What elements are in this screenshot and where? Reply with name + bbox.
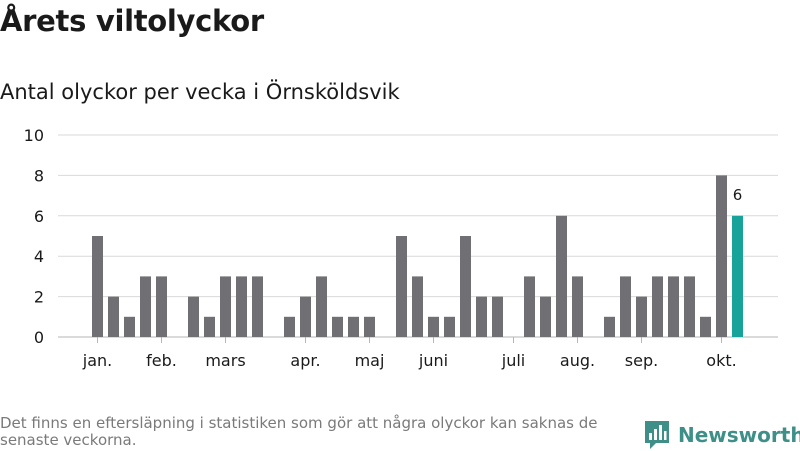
chart-title: Årets viltolyckor	[0, 4, 264, 38]
y-tick-label: 2	[34, 288, 44, 307]
y-tick-label: 4	[34, 247, 44, 266]
bar	[284, 316, 295, 337]
x-tick-label: mars	[205, 351, 245, 370]
bar	[732, 215, 743, 337]
bar	[572, 276, 583, 337]
bar	[364, 316, 375, 337]
bar	[524, 276, 535, 337]
bar	[220, 276, 231, 337]
x-tick-label: aug.	[560, 351, 595, 370]
bar	[140, 276, 151, 337]
bar	[540, 296, 551, 337]
bar	[396, 236, 407, 337]
data-label: 6	[733, 186, 743, 204]
bar	[556, 215, 567, 337]
bar	[332, 316, 343, 337]
bar	[204, 316, 215, 337]
bar	[316, 276, 327, 337]
x-tick-label: feb.	[146, 351, 177, 370]
brand-name: Newsworthy	[678, 423, 800, 447]
bar	[300, 296, 311, 337]
x-tick-label: juni	[418, 351, 448, 370]
x-tick-label: jan.	[82, 351, 112, 370]
bar	[92, 236, 103, 337]
bar	[652, 276, 663, 337]
chart-subtitle: Antal olyckor per vecka i Örnsköldsvik	[0, 80, 400, 104]
bar	[492, 296, 503, 337]
bar	[604, 316, 615, 337]
bar	[444, 316, 455, 337]
bar	[620, 276, 631, 337]
y-tick-label: 10	[24, 126, 44, 145]
y-tick-label: 0	[34, 328, 44, 347]
x-tick-label: sep.	[625, 351, 658, 370]
bar	[348, 316, 359, 337]
bar	[428, 316, 439, 337]
bar	[412, 276, 423, 337]
bar	[476, 296, 487, 337]
footnote: Det finns en eftersläpning i statistiken…	[0, 414, 598, 449]
x-tick-label: okt.	[706, 351, 736, 370]
bar	[636, 296, 647, 337]
bar	[108, 296, 119, 337]
bar	[460, 236, 471, 337]
bar	[236, 276, 247, 337]
bar	[716, 175, 727, 337]
y-tick-label: 6	[34, 207, 44, 226]
y-tick-label: 8	[34, 166, 44, 185]
bar	[188, 296, 199, 337]
bar	[684, 276, 695, 337]
bar	[252, 276, 263, 337]
bar	[156, 276, 167, 337]
brand: Newsworthy	[644, 419, 800, 451]
x-tick-label: apr.	[290, 351, 320, 370]
x-tick-label: juli	[501, 351, 525, 370]
bar-chart-logo-icon	[645, 421, 669, 449]
x-tick-label: maj	[355, 351, 385, 370]
bar	[700, 316, 711, 337]
bar	[124, 316, 135, 337]
bar	[668, 276, 679, 337]
